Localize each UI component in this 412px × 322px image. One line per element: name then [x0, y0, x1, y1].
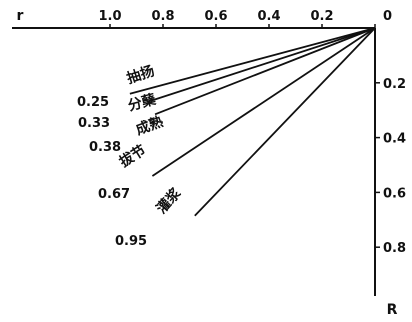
axes — [12, 24, 380, 296]
ray-4 — [151, 27, 376, 177]
ratio-label: 0.38 — [89, 140, 121, 155]
y-tick-label: 0.8 — [383, 241, 406, 256]
ray-1 — [129, 27, 376, 95]
ray-3 — [154, 27, 376, 116]
y-tick-label: 0.6 — [383, 186, 406, 201]
x-tick-label: 0.8 — [151, 9, 174, 24]
ray-2 — [146, 27, 376, 103]
x-tick-label: 0 — [383, 9, 392, 24]
x-axis-title: r — [17, 8, 24, 24]
x-tick-label: 0.6 — [204, 9, 227, 24]
x-tick-label: 0.4 — [257, 9, 280, 24]
ray-5 — [194, 27, 376, 217]
stage-label: 成熟 — [133, 113, 165, 139]
y-axis-title: R — [387, 302, 398, 318]
labels: 1.0 0.8 0.6 0.4 0.2 0 r 0.2 0.4 0.6 0.8 R 抽扬 0.25 分蘖 0.… — [17, 8, 406, 318]
stage-label: 抽扬 — [125, 62, 157, 87]
y-tick-label: 0.4 — [383, 132, 406, 147]
stage-label: 分蘖 — [126, 91, 158, 115]
ratio-label: 0.95 — [115, 234, 147, 249]
stage-label: 灌浆 — [153, 184, 185, 217]
x-tick-label: 0.2 — [310, 9, 333, 24]
ratio-label: 0.33 — [78, 116, 110, 131]
stage-label: 拔节 — [116, 142, 149, 171]
ratio-label: 0.25 — [77, 95, 109, 110]
ratio-label: 0.67 — [98, 187, 130, 202]
y-tick-label: 0.2 — [383, 77, 406, 92]
x-tick-label: 1.0 — [98, 9, 121, 24]
growth-stage-rays — [129, 27, 376, 217]
